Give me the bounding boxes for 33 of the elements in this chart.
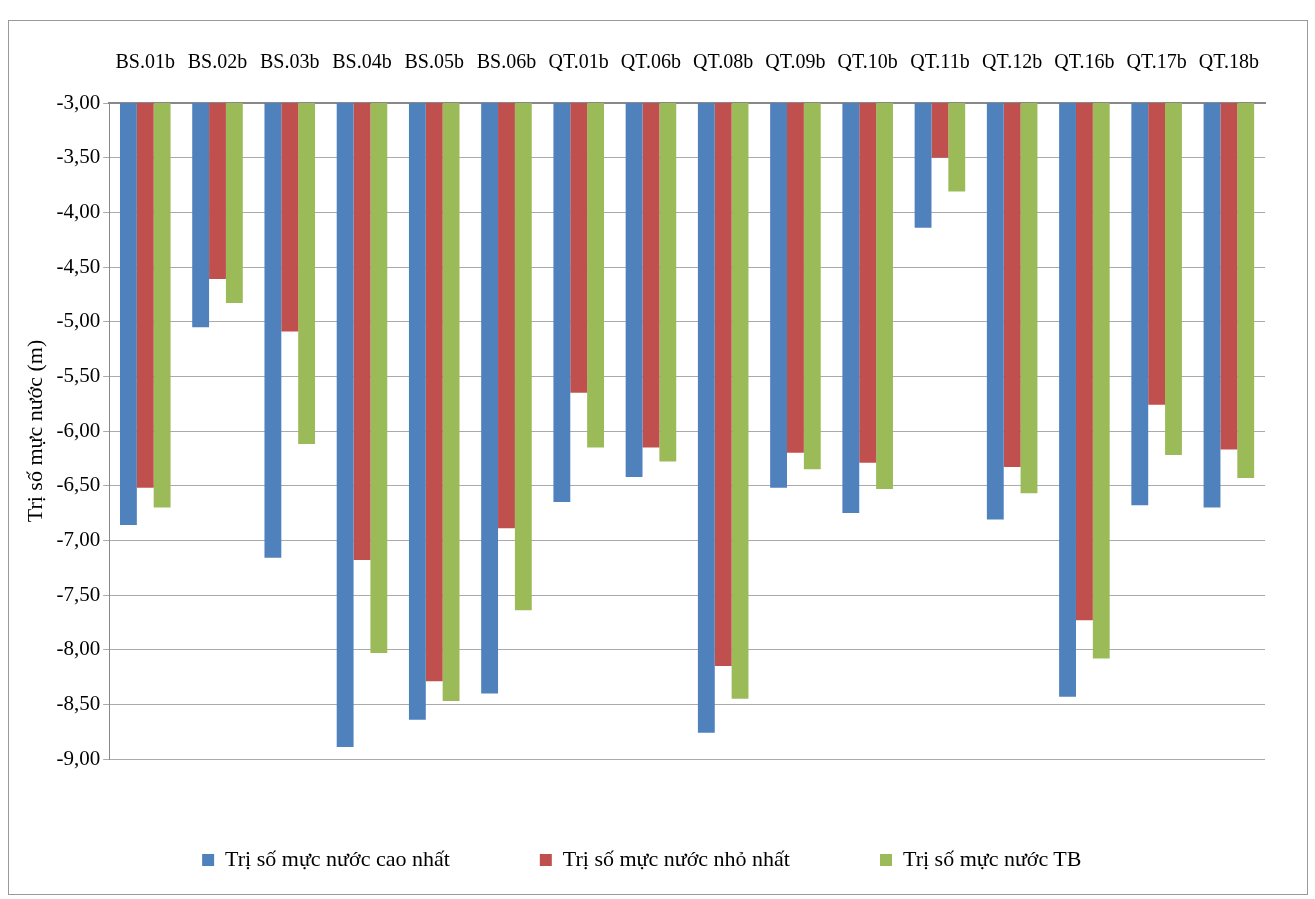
- x-tick-label: BS.03b: [260, 50, 320, 73]
- y-tick-label: -5,50: [56, 362, 101, 387]
- x-tick-label: BS.02b: [187, 50, 248, 73]
- x-tick-label: QT.12b: [982, 50, 1043, 73]
- y-tick-label: -8,00: [56, 636, 101, 661]
- y-tick-label: -3,50: [56, 144, 101, 169]
- legend-label: Trị số mực nước TB: [902, 845, 1082, 871]
- y-axis-title: Trị số mực nước (m): [21, 339, 47, 523]
- x-tick-label: QT.16b: [1054, 50, 1115, 73]
- y-tick-label: -4,00: [56, 198, 101, 223]
- y-tick-label: -5,00: [56, 308, 101, 333]
- legend-label: Trị số mực nước cao nhất: [225, 845, 450, 871]
- legend-label: Trị số mực nước nhỏ nhất: [562, 845, 790, 871]
- x-tick-label: QT.08b: [693, 50, 754, 73]
- x-tick-label: QT.06b: [620, 50, 682, 73]
- y-tick-label: -7,00: [56, 526, 101, 551]
- x-tick-label: QT.09b: [765, 50, 826, 73]
- x-tick-label: BS.04b: [332, 50, 392, 73]
- y-tick-label: -8,50: [56, 690, 101, 715]
- y-tick-label: -6,00: [56, 417, 101, 442]
- y-tick-label: -4,50: [56, 253, 101, 278]
- y-tick-label: -9,00: [56, 745, 101, 770]
- x-tick-label: BS.01b: [115, 50, 175, 73]
- y-tick-label: -3,00: [56, 89, 101, 114]
- x-tick-label: QT.18b: [1198, 50, 1259, 73]
- x-tick-label: QT.17b: [1126, 50, 1187, 73]
- y-tick-label: -7,50: [56, 581, 101, 606]
- x-tick-label: QT.11b: [910, 50, 970, 73]
- x-tick-label: BS.05b: [404, 50, 464, 73]
- x-tick-label: QT.01b: [548, 50, 609, 73]
- x-tick-label: QT.10b: [837, 50, 898, 73]
- y-tick-label: -6,50: [56, 472, 101, 497]
- x-tick-label: BS.06b: [476, 50, 537, 73]
